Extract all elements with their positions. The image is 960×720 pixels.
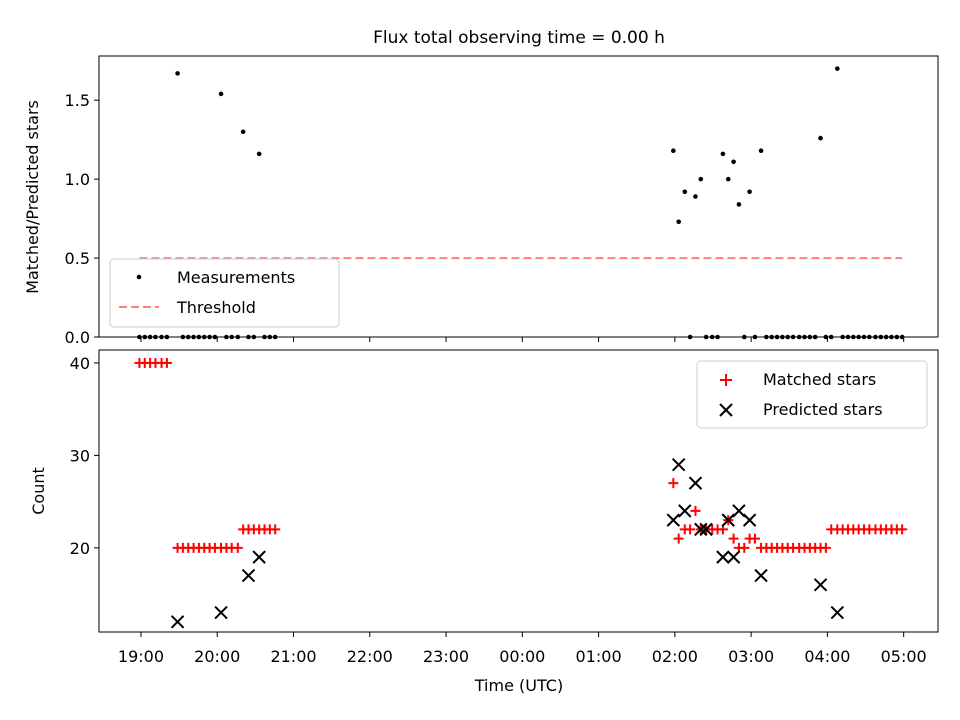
x-tick-label: 05:00 bbox=[881, 647, 927, 666]
predicted-star-point bbox=[813, 578, 828, 592]
measurement-point bbox=[175, 71, 180, 76]
matched-star-point bbox=[690, 505, 701, 516]
x-tick-label: 20:00 bbox=[194, 647, 240, 666]
bottom-y-ticks: 20 30 40 bbox=[70, 354, 99, 558]
matched-star-point bbox=[897, 524, 908, 535]
top-y-tick-label: 0.5 bbox=[65, 249, 90, 268]
top-panel: 0.0 0.5 1.0 1.5 Matched/Predicted stars Mea… bbox=[23, 55, 939, 347]
bottom-x-ticks: 19:00 20:00 21:00 22:00 23:00 00:00 01:00 02:00… bbox=[118, 632, 927, 666]
top-x-ticks bbox=[140, 337, 905, 342]
predicted-star-point bbox=[678, 504, 692, 518]
bottom-y-axis-label: Count bbox=[29, 467, 48, 515]
predicted-star-point bbox=[732, 504, 746, 518]
measurement-point bbox=[835, 66, 840, 71]
matched-star-point bbox=[820, 542, 831, 553]
matched-star-point bbox=[685, 524, 696, 535]
measurement-point bbox=[720, 151, 726, 157]
predicted-star-point bbox=[252, 550, 266, 564]
top-legend: Measurements Threshold bbox=[109, 258, 340, 328]
measurement-point bbox=[682, 189, 688, 195]
x-tick-label: 02:00 bbox=[652, 647, 698, 666]
bottom-legend-box bbox=[696, 360, 928, 429]
matched-star-point bbox=[673, 533, 684, 544]
matched-star-point bbox=[232, 542, 243, 553]
predicted-star-point bbox=[699, 522, 713, 537]
measurement-point bbox=[693, 194, 698, 199]
legend-predicted-marker bbox=[719, 403, 733, 417]
predicted-star-point bbox=[694, 522, 708, 537]
predicted-star-point bbox=[671, 457, 686, 472]
matched-star-point bbox=[270, 524, 281, 535]
predicted-star-point bbox=[666, 513, 681, 527]
predicted-star-point bbox=[726, 550, 741, 564]
measurement-point bbox=[818, 135, 823, 141]
bottom-y-tick-label: 20 bbox=[70, 539, 90, 558]
legend-predicted-label: Predicted stars bbox=[763, 400, 883, 419]
matched-star-point bbox=[739, 542, 750, 553]
matched-star-point bbox=[728, 533, 739, 544]
predicted-star-point bbox=[214, 605, 228, 620]
matched-star-point bbox=[668, 478, 679, 489]
measurement-point bbox=[256, 151, 262, 157]
top-legend-box bbox=[109, 258, 340, 328]
top-y-axis-label: Matched/Predicted stars bbox=[23, 100, 42, 294]
top-y-tick-label: 0.0 bbox=[65, 328, 90, 347]
x-tick-label: 00:00 bbox=[499, 647, 545, 666]
bottom-legend: Matched stars Predicted stars bbox=[696, 360, 928, 429]
measurement-point bbox=[736, 202, 742, 207]
top-y-tick-label: 1.5 bbox=[65, 91, 90, 110]
bottom-y-tick-label: 30 bbox=[70, 446, 90, 465]
x-tick-label: 23:00 bbox=[423, 647, 469, 666]
bottom-plot-area bbox=[134, 357, 908, 629]
measurement-point bbox=[218, 91, 224, 97]
legend-matched-label: Matched stars bbox=[763, 370, 876, 389]
predicted-star-point bbox=[688, 476, 703, 490]
measurement-point bbox=[725, 176, 731, 182]
measurement-point bbox=[747, 189, 752, 195]
predicted-star-point bbox=[721, 513, 735, 527]
top-axes-frame bbox=[98, 55, 939, 338]
legend-threshold-label: Threshold bbox=[176, 298, 256, 317]
matched-star-point bbox=[161, 357, 172, 368]
predicted-star-point bbox=[754, 568, 768, 583]
figure-title: Flux total observing time = 0.00 h bbox=[373, 28, 665, 48]
x-tick-label: 19:00 bbox=[118, 647, 164, 666]
measurement-point bbox=[671, 148, 676, 154]
predicted-star-point bbox=[241, 568, 256, 583]
x-tick-label: 21:00 bbox=[270, 647, 316, 666]
legend-measurements-label: Measurements bbox=[177, 268, 295, 287]
predicted-star-point bbox=[742, 513, 757, 527]
x-tick-label: 04:00 bbox=[804, 647, 850, 666]
bottom-y-tick-label: 40 bbox=[70, 354, 90, 373]
predicted-star-point bbox=[830, 605, 845, 620]
top-y-tick-label: 1.0 bbox=[65, 170, 90, 189]
bottom-axes-frame bbox=[98, 349, 939, 633]
top-y-ticks: 0.0 0.5 1.0 1.5 bbox=[65, 91, 99, 347]
bottom-panel: 20 30 40 19:00 20:00 21:00 22:00 23:00 00:00 01:… bbox=[29, 349, 939, 695]
legend-matched-marker bbox=[720, 374, 732, 386]
measurement-point bbox=[731, 159, 736, 165]
measurement-point bbox=[676, 219, 681, 225]
legend-measurements-marker bbox=[136, 274, 142, 280]
x-tick-label: 03:00 bbox=[728, 647, 774, 666]
measurement-point bbox=[240, 129, 246, 135]
x-tick-label: 01:00 bbox=[576, 647, 622, 666]
matched-star-point bbox=[749, 533, 760, 544]
x-tick-label: 22:00 bbox=[347, 647, 393, 666]
measurement-point bbox=[758, 148, 764, 154]
predicted-star-point bbox=[716, 550, 730, 564]
predicted-star-point bbox=[170, 615, 185, 629]
bottom-x-axis-label: Time (UTC) bbox=[474, 676, 563, 695]
measurement-point bbox=[698, 176, 704, 182]
